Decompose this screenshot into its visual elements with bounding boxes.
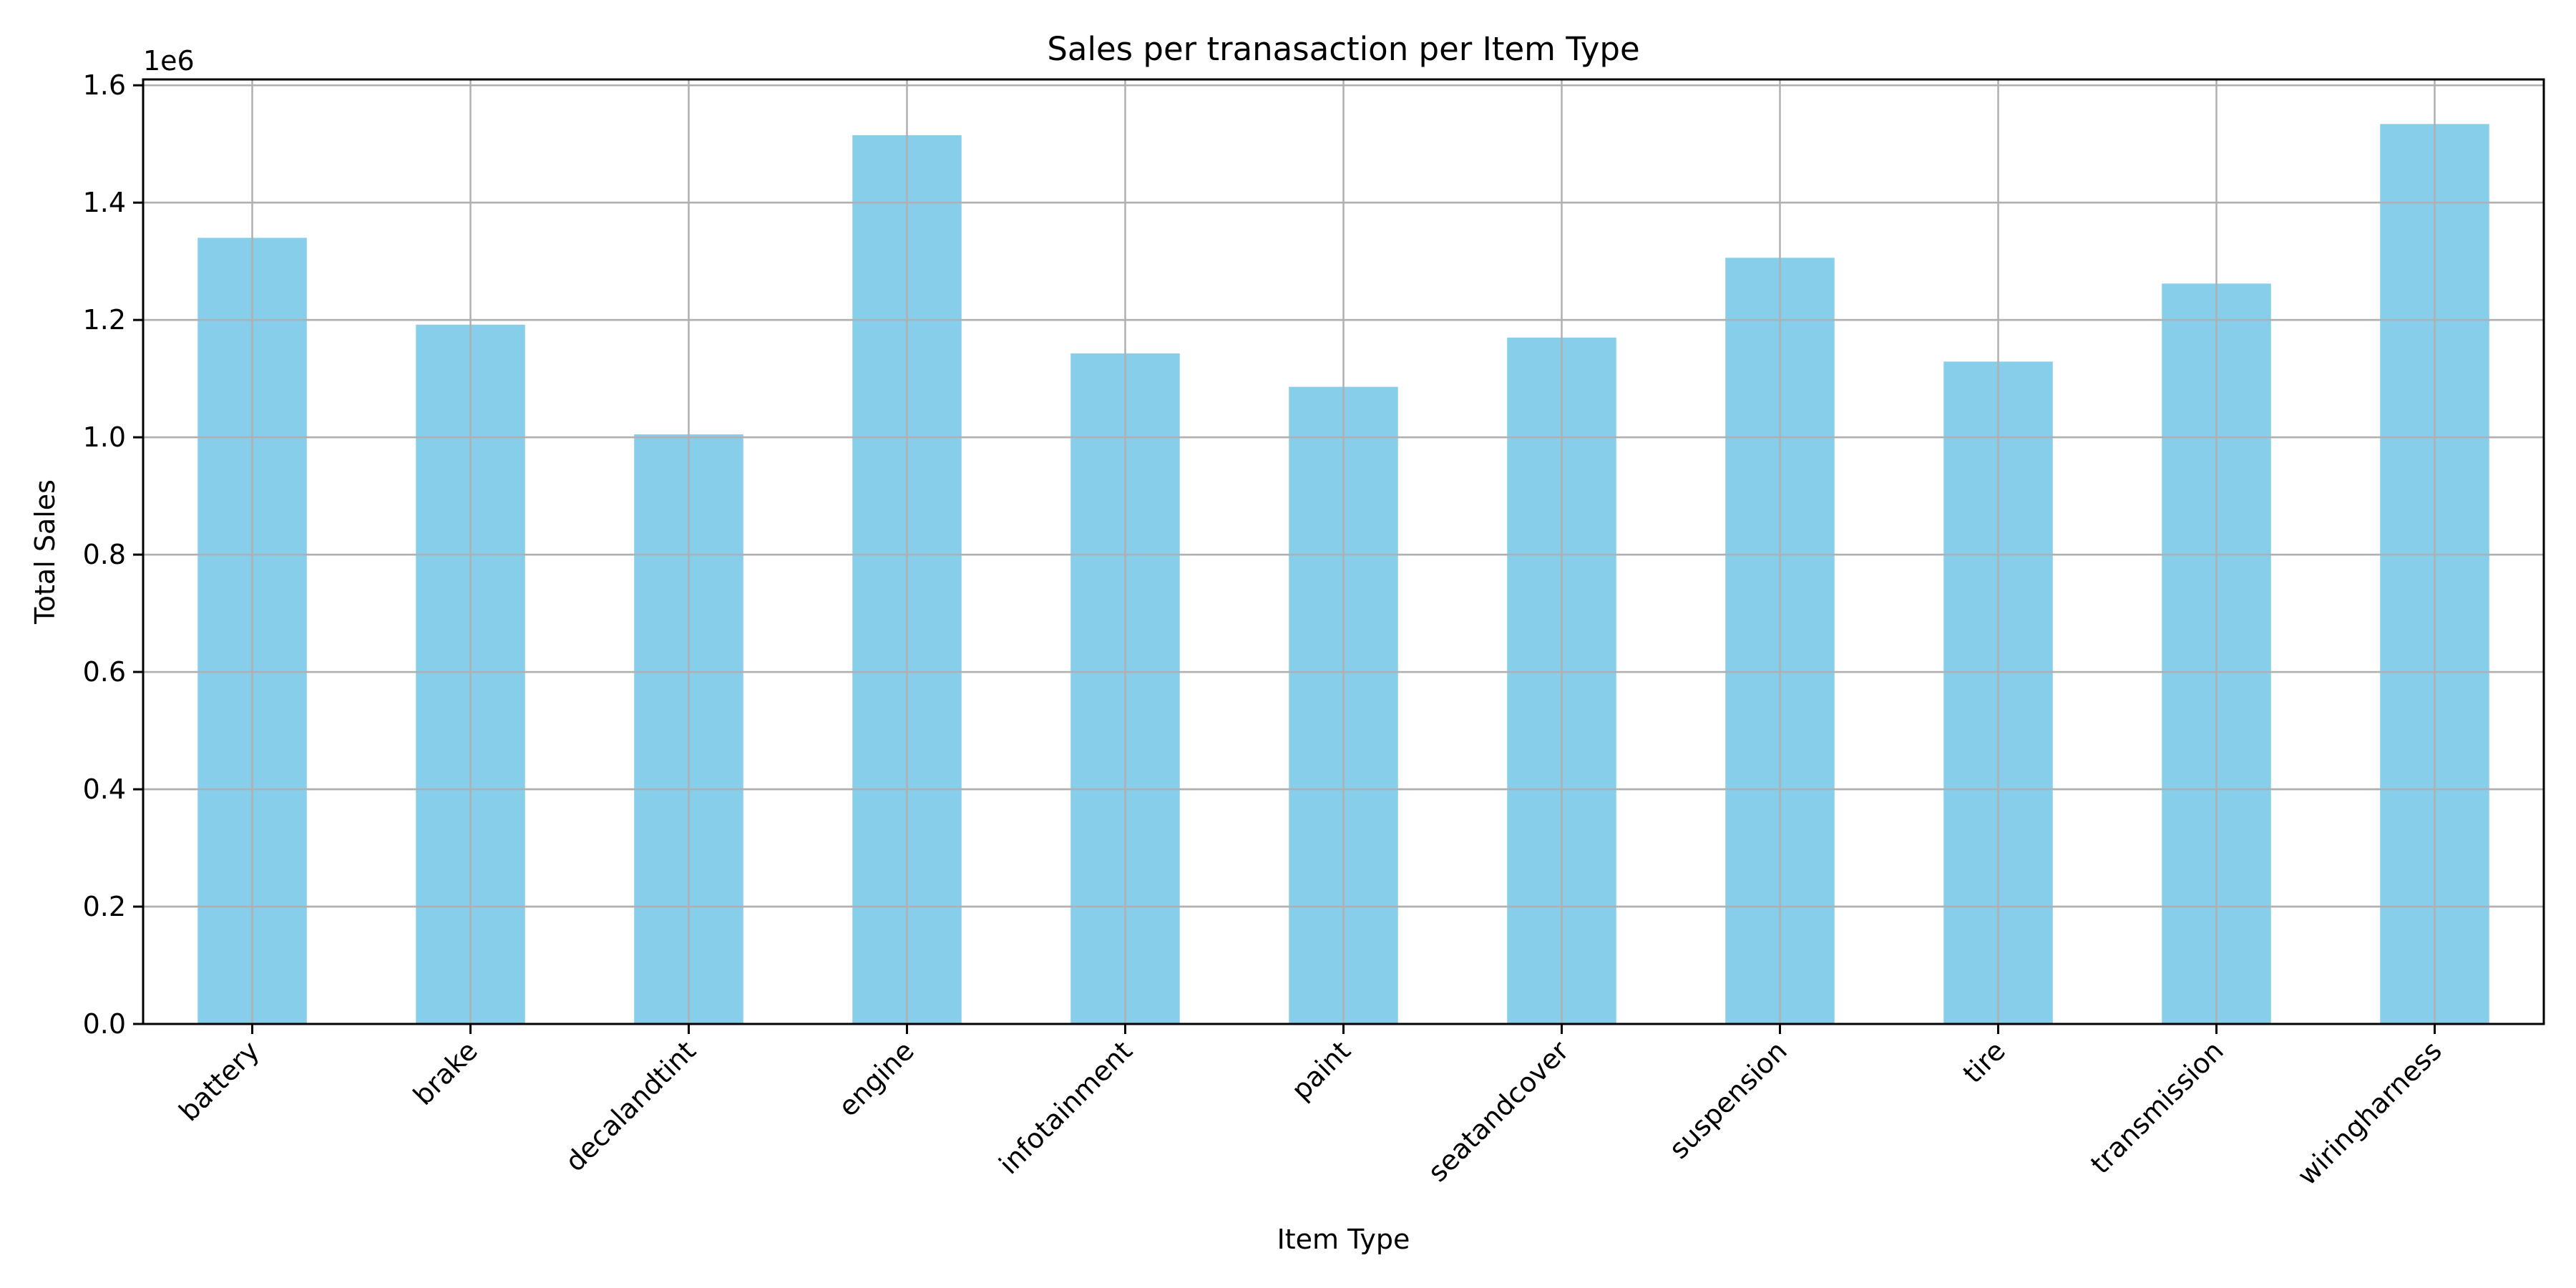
y-tick-label: 0.4 [83,774,126,805]
y-tick-label: 0.0 [83,1008,126,1040]
y-tick-label: 0.2 [83,891,126,922]
x-axis-label: Item Type [1277,1224,1410,1255]
y-tick-label: 1.4 [83,187,126,218]
y-axis-offset-label: 1e6 [143,45,195,77]
y-tick-label: 0.8 [83,539,126,570]
y-tick-label: 1.0 [83,421,126,453]
chart-title: Sales per tranasaction per Item Type [1047,30,1639,68]
y-axis-label: Total Sales [29,479,61,625]
y-tick-label: 1.6 [83,69,126,101]
y-tick-label: 1.2 [83,304,126,336]
y-tick-label: 0.6 [83,656,126,688]
y-axis: 0.0 0.2 0.4 0.6 0.8 1.0 1.2 1.4 1.6 [83,69,143,1040]
